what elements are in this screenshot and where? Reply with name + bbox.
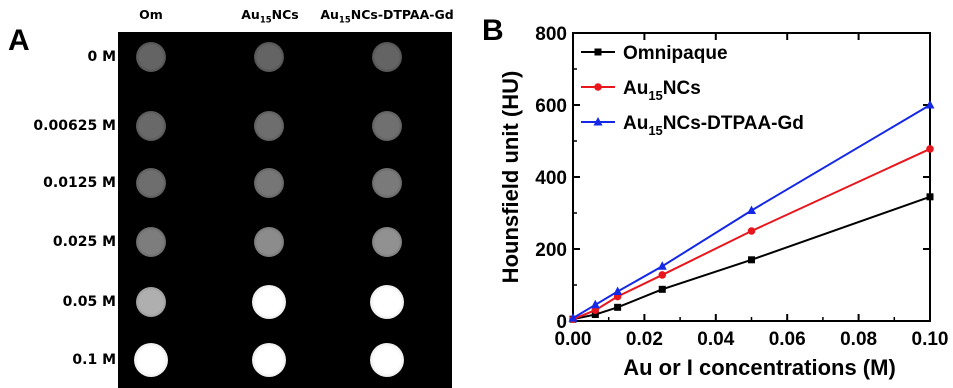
data-point-triangle [657, 261, 667, 270]
y-tick-label: 800 [535, 24, 567, 45]
y-tick-label: 400 [535, 168, 567, 189]
ct-well [372, 111, 402, 141]
ct-well [254, 168, 284, 198]
column-header-om: Om [139, 7, 163, 22]
y-tick-label: 600 [535, 96, 567, 117]
x-axis-title: Au or I concentrations (M) [623, 355, 896, 380]
series-line [572, 148, 931, 321]
ct-well [370, 343, 404, 377]
ct-well [136, 168, 166, 198]
row-label: 0.1 M [72, 352, 116, 368]
data-point-circle [926, 145, 934, 153]
hu-line-chart: 0.00 0.02 0.04 0.06 0.08 0.10 0 200 400 600 800 Au … [498, 24, 949, 380]
y-tick-label: 200 [535, 240, 567, 261]
ct-well [372, 42, 402, 72]
ct-phantom-image [118, 32, 452, 388]
ct-well [252, 285, 286, 319]
legend-label: Au15NCs-DTPAA-Gd [623, 113, 804, 138]
data-point-triangle [568, 313, 578, 322]
ct-well [134, 343, 168, 377]
x-tick-label: 0.00 [555, 329, 592, 350]
data-point-square [748, 256, 755, 264]
ct-well [136, 287, 166, 317]
ct-well [136, 227, 166, 257]
row-label: 0 M [87, 49, 116, 65]
data-point-square [614, 303, 622, 311]
ct-well [254, 111, 284, 141]
data-point-triangle [925, 100, 935, 109]
ct-well [136, 111, 166, 141]
data-point-triangle [593, 117, 603, 126]
plot-frame [572, 32, 931, 322]
data-point-circle [594, 83, 602, 91]
y-tick-label: 0 [556, 312, 567, 333]
y-axis-title: Hounsfield unit (HU) [498, 71, 523, 284]
data-point-triangle [747, 205, 756, 214]
panel-b-letter: B [482, 14, 504, 47]
x-tick-label: 0.08 [840, 329, 877, 350]
column-header-au15ncs: Au15NCs [241, 7, 299, 26]
series-line [572, 195, 931, 321]
ct-well [372, 168, 402, 198]
ct-well [370, 285, 404, 319]
data-point-square [926, 193, 934, 201]
data-point-circle [591, 306, 600, 315]
data-point-triangle [613, 286, 623, 295]
ct-well [136, 42, 166, 72]
legend-label: Omnipaque [623, 43, 728, 64]
data-point-circle [747, 227, 756, 235]
legend-label: Au15NCs [623, 78, 701, 103]
ct-well [372, 227, 402, 257]
ct-well [252, 343, 286, 377]
row-label: 0.0125 M [43, 175, 116, 191]
column-header-au15ncs-dtpaa-gd: Au15NCs-DTPAA-Gd [320, 7, 454, 26]
row-label: 0.05 M [62, 294, 116, 310]
row-label: 0.025 M [52, 234, 116, 250]
data-point-circle [658, 271, 667, 279]
row-label: 0.00625 M [33, 118, 116, 134]
data-point-square [591, 311, 599, 319]
data-point-triangle [590, 299, 600, 309]
x-tick-label: 0.04 [697, 329, 734, 350]
x-tick-label: 0.02 [626, 329, 663, 350]
x-tick-label: 0.06 [769, 329, 806, 350]
data-point-square [594, 48, 602, 56]
ct-well [254, 227, 284, 257]
data-point-square [658, 285, 666, 293]
x-tick-label: 0.10 [912, 329, 949, 350]
ct-well [254, 42, 284, 72]
panel-a-letter: A [8, 24, 30, 57]
